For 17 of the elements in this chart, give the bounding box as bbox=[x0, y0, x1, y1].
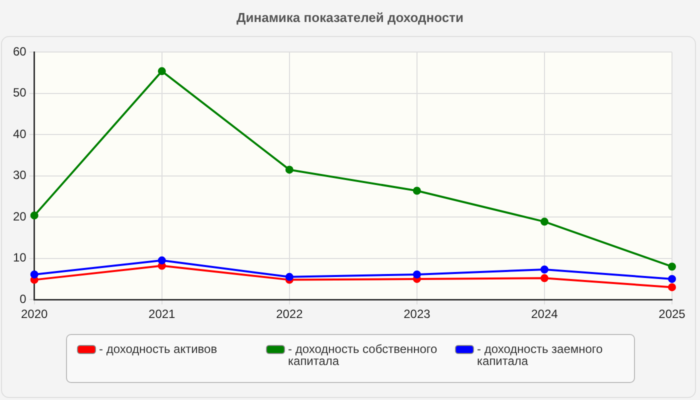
y-tick-label: 60 bbox=[12, 44, 27, 59]
legend-label: - доходность заемного капитала bbox=[477, 342, 604, 368]
x-tick-label: 2025 bbox=[658, 307, 686, 322]
x-tick-label: 2024 bbox=[531, 307, 558, 322]
y-tick-label: 20 bbox=[12, 209, 27, 224]
x-tick-label: 2023 bbox=[404, 307, 431, 322]
x-tick-label: 2020 bbox=[20, 307, 48, 322]
y-tick-label: 50 bbox=[12, 86, 27, 100]
legend-label: - доходность активов bbox=[99, 342, 218, 356]
x-tick-label: 2022 bbox=[276, 307, 304, 322]
chart-title: Динамика показателей доходности bbox=[235, 10, 465, 25]
y-tick-label: 30 bbox=[12, 168, 27, 182]
y-tick-label: 0 bbox=[20, 292, 27, 306]
y-tick-label: 40 bbox=[12, 126, 27, 141]
x-tick-label: 2021 bbox=[148, 307, 176, 322]
y-tick-label: 10 bbox=[12, 250, 27, 265]
legend-label: - доходность собственного капитала bbox=[288, 342, 438, 368]
